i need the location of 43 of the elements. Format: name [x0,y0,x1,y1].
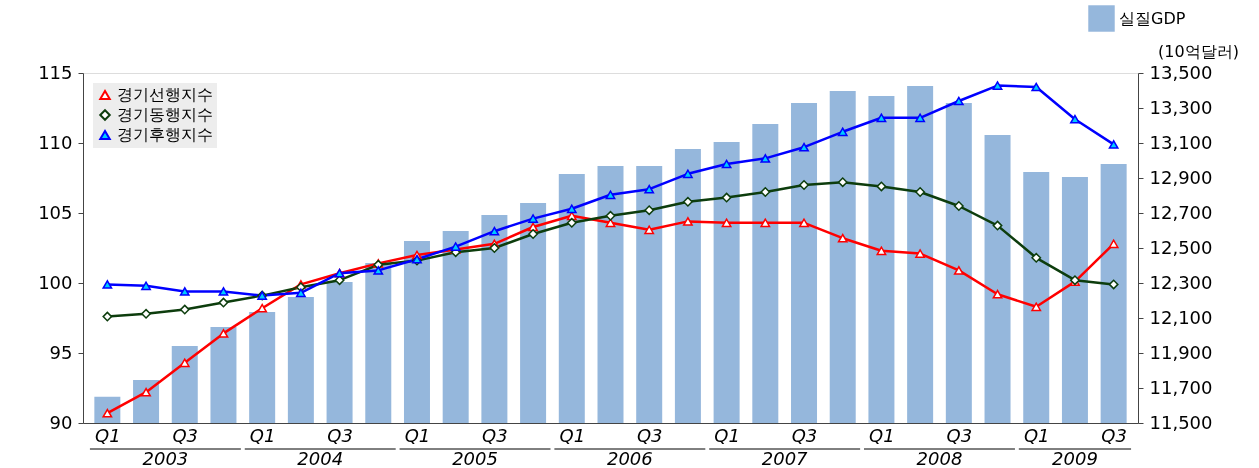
y2-tick-label: 12,900 [1149,166,1213,188]
y2-tick-label: 11,900 [1149,341,1213,363]
y-tick-label: 110 [38,131,73,153]
y-tick-label: 95 [49,341,73,363]
y2-tick-label: 13,300 [1149,96,1213,118]
text: 2009 [1052,448,1098,468]
y2-tick-label: 12,500 [1149,236,1213,258]
x-tick-label: Q1 [404,424,431,446]
text: 2003 [142,448,189,468]
y-tick-label: 90 [49,411,73,433]
y-tick-label: 105 [38,201,73,223]
x-tick-label: Q1 [95,424,121,446]
legend-label: 경기선행지수 [117,85,213,104]
x-tick-label: Q1 [869,424,895,446]
legend-label: 경기동행지수 [117,105,213,124]
x-tick-label: Q3 [791,424,818,446]
text: 2007 [761,448,809,468]
x-tick-label: Q1 [714,424,740,446]
y-tick-label: 100 [38,271,73,293]
x-tick-label: Q3 [636,424,663,446]
y2-axis-title: (10억달러) [1158,41,1239,61]
x-tick-label: Q3 [482,424,508,446]
text: 2005 [452,448,498,468]
y2-tick-label: 13,100 [1149,131,1213,153]
y2-tick-label: 13,500 [1149,61,1213,83]
y2-tick-label: 11,500 [1149,411,1213,433]
x-tick-label: Q3 [172,424,199,446]
x-tick-label: Q1 [249,424,276,446]
x-tick-label: Q3 [327,424,353,446]
y2-tick-label: 11,700 [1149,376,1213,398]
legend-label: 실질GDP [1119,8,1186,28]
x-tick-label: Q3 [1101,424,1127,446]
y2-tick-label: 12,100 [1149,306,1213,328]
text: 2006 [606,448,653,468]
text: 2008 [916,448,963,468]
y2-tick-label: 12,700 [1149,201,1213,223]
y2-tick-label: 12,300 [1149,271,1213,293]
legend-label: 경기후행지수 [117,125,213,144]
text: 2004 [297,448,344,468]
x-tick-label: Q1 [559,424,586,446]
x-tick-label: Q1 [1023,424,1050,446]
x-tick-label: Q3 [946,424,973,446]
y-tick-label: 115 [38,61,73,83]
